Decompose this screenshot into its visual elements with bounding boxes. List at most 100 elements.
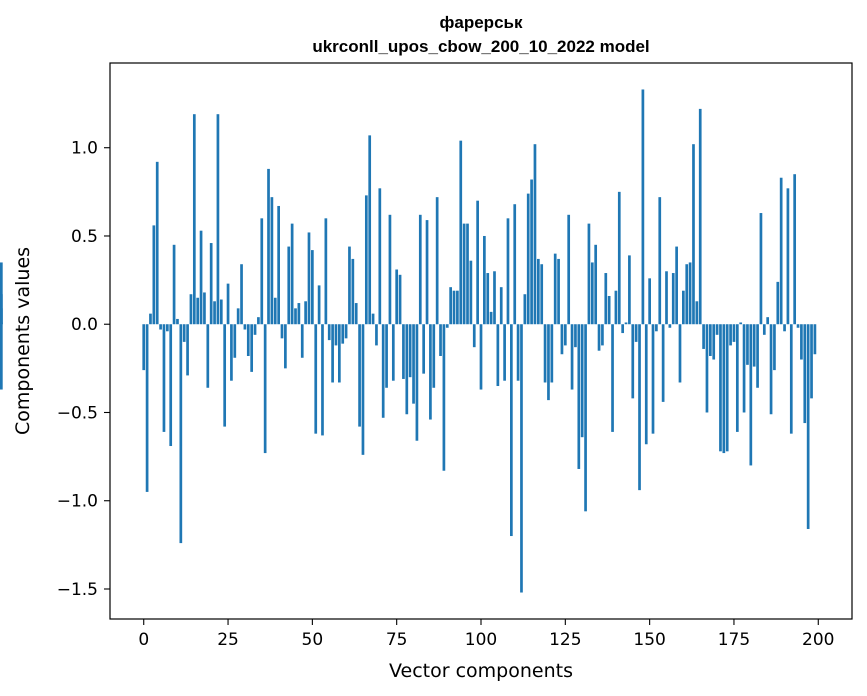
bar [530,179,533,325]
bar [510,324,513,537]
bar [476,200,479,325]
x-tick-label: 0 [138,630,149,650]
bar [742,324,746,413]
bar [290,223,294,325]
bar [456,290,459,325]
bar [287,246,291,325]
bar [378,188,382,325]
bar-series [0,89,817,593]
bar [705,324,709,413]
bar [479,324,483,390]
bar [172,244,176,325]
bar [695,301,699,325]
bar [550,324,554,383]
x-tick-label: 150 [633,630,665,650]
bar [398,274,402,325]
bar [594,244,598,325]
bar [806,324,810,529]
bar [250,324,254,372]
bar [385,324,388,388]
bar [729,324,732,346]
y-tick-label: 0.0 [71,315,98,335]
bar [442,324,446,471]
bar [665,271,668,325]
bar [155,161,159,325]
bar [199,230,203,325]
bar [641,89,645,325]
bar [722,324,726,454]
bar [307,232,311,325]
bar [634,324,638,342]
bar [776,281,780,325]
bar [739,322,743,325]
bar [0,262,3,325]
bar [675,246,678,325]
x-axis: 0 25 50 75 100 125 150 175 200 [138,619,834,650]
bar [209,243,213,325]
bar [590,262,594,325]
bar [236,308,240,325]
bar [533,144,537,325]
bar [257,317,260,325]
bar [219,299,223,325]
bar [560,324,564,355]
bar [553,253,557,325]
bar [284,324,287,369]
bar [682,290,685,325]
bar [709,324,712,356]
y-tick-label: 0.5 [71,227,98,247]
x-tick-label: 125 [549,630,581,650]
x-axis-label: Vector components [389,660,573,682]
bar [0,294,3,325]
bar [165,324,169,332]
bar [149,313,152,325]
bar [203,292,206,325]
bar [331,324,334,383]
bar [324,218,328,325]
bar [540,264,544,325]
bar [513,204,517,325]
bar [648,278,651,325]
bar [182,324,186,342]
bar [388,214,392,325]
bar [418,214,422,325]
bar [671,273,675,325]
bar [351,258,355,325]
bar [358,324,361,427]
bar [793,174,797,325]
bar [631,324,635,399]
x-tick-label: 50 [302,630,324,650]
bar [300,324,304,358]
bar [344,324,348,339]
bar [449,287,452,325]
bar [746,324,749,365]
bar [233,324,237,358]
bar [196,297,200,325]
y-axis: −1.5 −1.0 −0.5 0.0 0.5 1.0 [57,139,110,600]
bar [361,324,365,455]
bar [159,324,162,330]
bar [162,324,166,432]
bar [169,324,173,447]
bar [260,218,264,325]
bar [405,324,409,415]
bar [526,193,530,325]
bar [273,297,277,325]
bar [338,324,341,383]
bar [223,324,227,427]
bar [246,324,250,356]
bar [614,290,618,325]
bar [523,294,527,325]
bar [321,324,324,436]
bar [152,225,156,325]
bar [429,324,432,420]
bar [391,324,395,381]
bar [486,273,490,325]
bar [422,324,426,374]
bar [520,324,523,593]
bar [769,324,773,415]
bar [230,324,233,381]
bar [628,255,631,325]
bar [692,144,695,325]
